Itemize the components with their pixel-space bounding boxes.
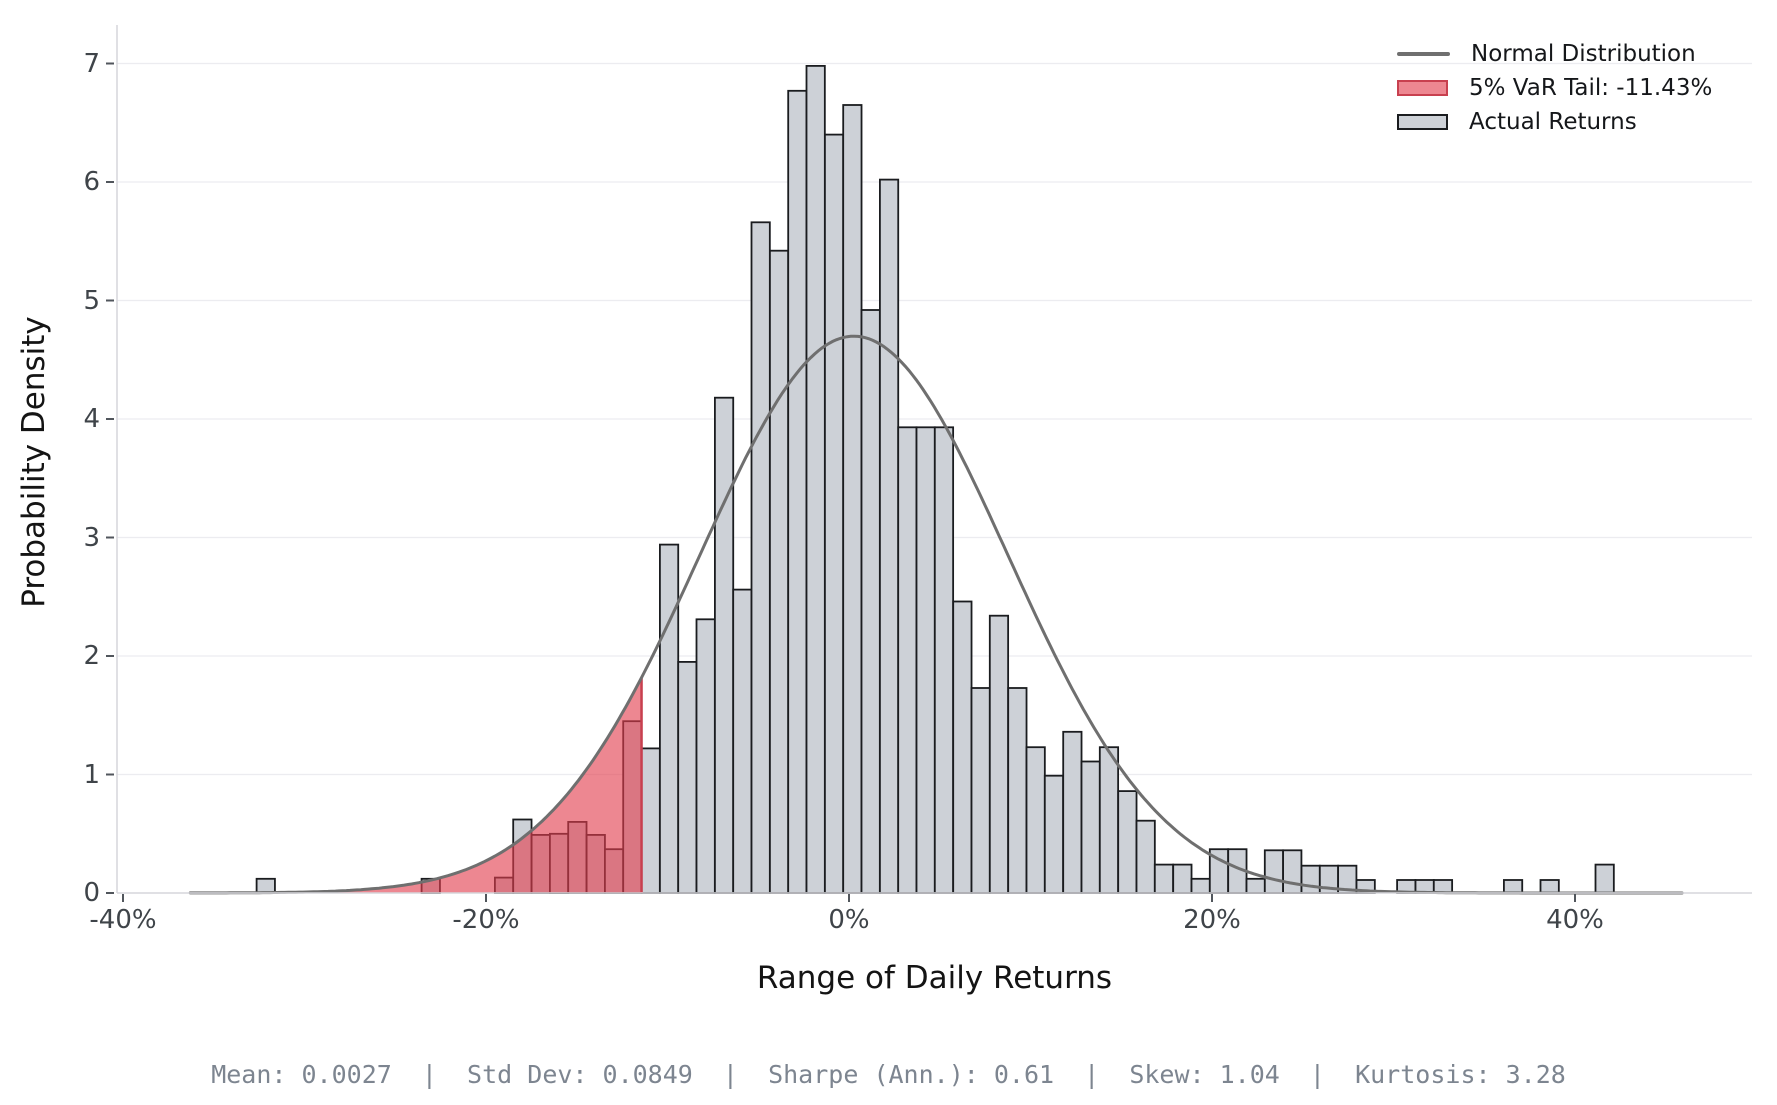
- x-tick-label: 40%: [1546, 905, 1604, 935]
- histogram-bar: [1080, 760, 1101, 894]
- y-axis-label: Probability Density: [16, 316, 52, 608]
- x-tick-label: 20%: [1183, 905, 1241, 935]
- legend-item-normal-distribution: Normal Distribution: [1397, 38, 1696, 70]
- y-tick-label: 0: [83, 878, 100, 908]
- histogram-bar: [677, 661, 698, 894]
- histogram-bar: [1539, 879, 1560, 894]
- legend-item-var-tail: 5% VaR Tail: -11.43%: [1397, 72, 1712, 104]
- x-axis-label: Range of Daily Returns: [756, 960, 1113, 996]
- histogram-bar: [1190, 877, 1211, 894]
- x-tick-label: -20%: [452, 905, 520, 935]
- histogram-bar: [787, 89, 808, 894]
- histogram-bar: [255, 877, 276, 894]
- histogram-bar: [952, 600, 973, 894]
- histogram-bar: [1282, 849, 1303, 894]
- histogram-bars: [255, 65, 1615, 894]
- legend-label: Normal Distribution: [1471, 41, 1696, 67]
- histogram-bar: [1062, 730, 1083, 894]
- y-tick-label: 6: [83, 167, 100, 197]
- histogram-bar: [933, 426, 955, 894]
- var-tail-fill: [190, 677, 643, 893]
- histogram-bar: [1098, 746, 1120, 894]
- legend-item-actual-returns: Actual Returns: [1397, 106, 1637, 138]
- histogram-bar: [1153, 863, 1175, 894]
- histogram-bar: [1245, 877, 1266, 894]
- histogram-bar: [1117, 790, 1138, 894]
- y-tick-label: 4: [83, 404, 100, 434]
- histogram-bar: [860, 309, 881, 894]
- histogram-bar: [1135, 819, 1156, 894]
- y-tick-label: 5: [83, 285, 100, 316]
- histogram-bar: [805, 65, 826, 894]
- x-tick-label: -40%: [89, 905, 157, 935]
- x-tick-label: 0%: [828, 905, 870, 935]
- histogram-bar: [879, 178, 900, 894]
- legend-red-patch-swatch: [1397, 80, 1448, 96]
- histogram-bar: [1263, 849, 1285, 894]
- axes-spines-ticks: [106, 25, 1752, 902]
- histogram-bar: [1594, 863, 1615, 894]
- histogram-bar: [1007, 687, 1028, 894]
- histogram-bar: [732, 588, 753, 894]
- histogram-bar: [769, 249, 790, 894]
- histogram-bar: [897, 426, 918, 894]
- histogram-bar: [1043, 774, 1065, 894]
- histogram-bar: [1300, 864, 1321, 894]
- y-tick-label: 1: [83, 759, 100, 790]
- histogram-bar: [970, 687, 991, 894]
- histogram-bar: [750, 221, 771, 894]
- y-tick-label: 3: [83, 522, 100, 553]
- histogram-bar: [714, 396, 735, 894]
- histogram-bar: [842, 104, 863, 894]
- histogram-bar: [695, 618, 716, 894]
- histogram-bar: [659, 543, 680, 894]
- footer-stats: Mean: 0.0027 | Std Dev: 0.0849 | Sharpe …: [211, 1060, 1566, 1089]
- legend-label: 5% VaR Tail: -11.43%: [1469, 75, 1713, 101]
- var-tail-area: [190, 677, 642, 893]
- y-tick-label: 2: [83, 641, 100, 671]
- histogram-bar: [1025, 746, 1046, 894]
- legend-line-swatch: [1397, 52, 1450, 56]
- histogram-bar: [915, 426, 936, 894]
- histogram-bar: [824, 133, 845, 894]
- histogram-bar: [1503, 879, 1524, 894]
- legend-label: Actual Returns: [1469, 109, 1637, 135]
- histogram-bar: [1172, 863, 1193, 894]
- histogram-bar: [988, 614, 1010, 894]
- histogram-bar: [640, 747, 661, 894]
- y-tick-label: 7: [83, 48, 100, 79]
- legend-gray-patch-swatch: [1397, 114, 1448, 130]
